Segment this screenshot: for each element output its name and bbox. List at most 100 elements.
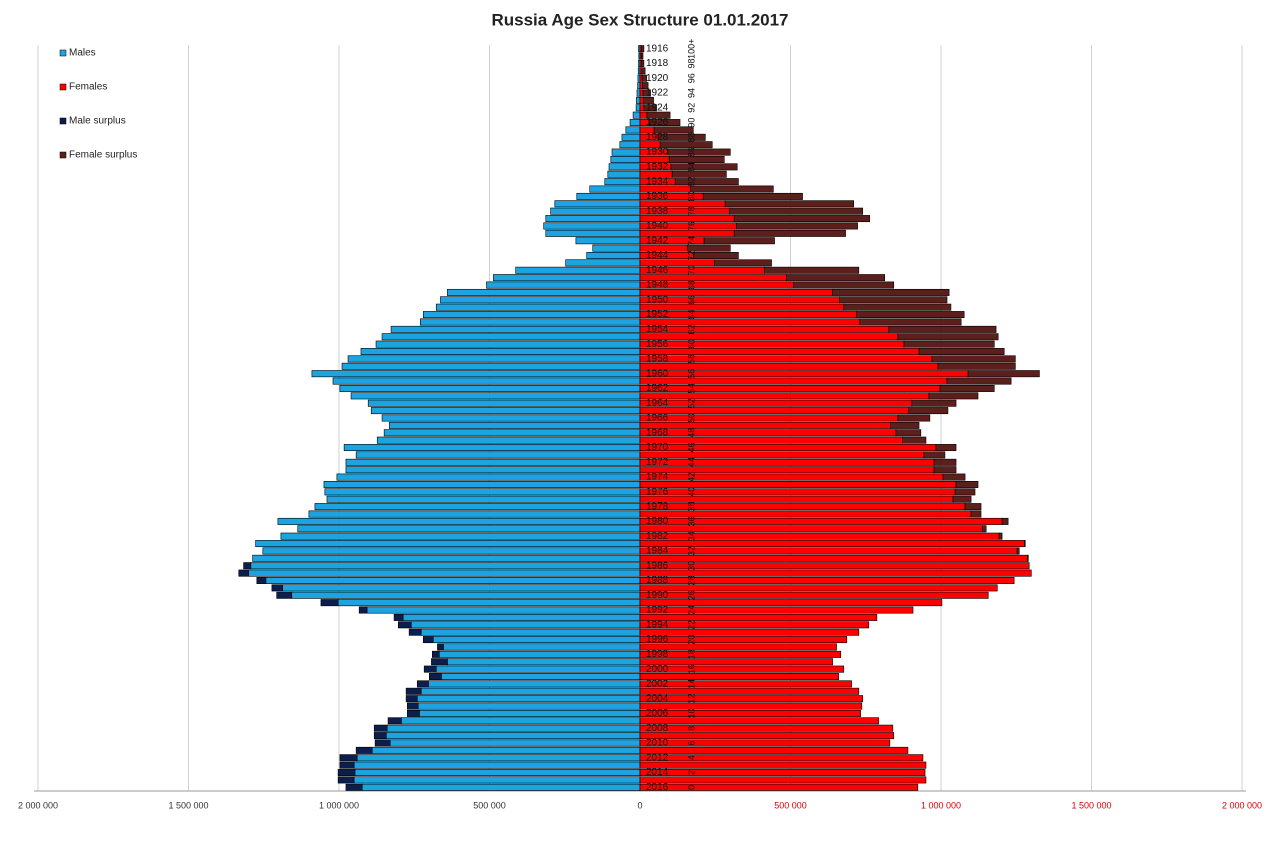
bar [939, 384, 995, 392]
bar [375, 340, 641, 348]
bar [271, 584, 284, 592]
bar [639, 540, 1025, 548]
bar [714, 259, 772, 267]
bar [262, 547, 641, 555]
bar [649, 119, 681, 127]
bar [639, 562, 1030, 570]
bar [248, 569, 641, 577]
y-tick-label: 1920 [646, 73, 669, 84]
bar [265, 577, 641, 584]
bar [686, 244, 731, 252]
bar [389, 739, 641, 747]
age-label: 76 [686, 221, 696, 231]
bar [345, 466, 641, 474]
bar [354, 769, 641, 777]
bar [733, 215, 870, 223]
bar [639, 333, 899, 341]
bar [376, 436, 641, 444]
bar [639, 709, 861, 717]
bar [324, 488, 641, 496]
legend-swatch [59, 117, 67, 125]
bar [608, 163, 641, 171]
bar [554, 200, 641, 208]
age-label: 92 [686, 103, 696, 113]
bar [639, 695, 864, 703]
y-tick-label: 1978 [646, 501, 669, 512]
bar [689, 185, 774, 193]
bar [339, 754, 358, 762]
bar [1001, 517, 1009, 525]
bar [337, 769, 356, 777]
bar [435, 303, 641, 311]
y-tick-label: 1938 [646, 206, 669, 217]
bar [933, 466, 957, 474]
age-label: 38 [686, 502, 696, 512]
bar [343, 444, 641, 452]
legend-label: Males [69, 48, 96, 59]
age-label: 84 [686, 162, 696, 172]
bar [967, 370, 1040, 378]
bar [435, 665, 641, 673]
age-label: 10 [686, 708, 696, 718]
bar [402, 613, 641, 621]
bar [565, 259, 641, 267]
age-label: 82 [686, 177, 696, 187]
age-label: 46 [686, 443, 696, 453]
bar [952, 495, 972, 503]
legend-swatch [59, 49, 67, 57]
x-tick-label: 1 000 000 [921, 800, 961, 810]
bar [639, 754, 924, 762]
bar [639, 658, 833, 666]
bar [639, 732, 895, 740]
age-label: 2 [686, 770, 696, 775]
y-tick-label: 1952 [646, 309, 669, 320]
age-label: 80 [686, 191, 696, 201]
age-label: 44 [686, 457, 696, 467]
bar [360, 348, 641, 356]
bar [371, 746, 641, 754]
bar [320, 599, 339, 607]
bar [639, 739, 891, 747]
chart-title: Russia Age Sex Structure 01.01.2017 [491, 10, 788, 29]
bar [431, 658, 448, 666]
bar [659, 141, 713, 149]
bar [637, 82, 641, 90]
bar [639, 466, 935, 474]
bar [639, 776, 927, 784]
bar [1027, 554, 1029, 562]
bar [1024, 540, 1026, 548]
age-label: 88 [686, 132, 696, 142]
bar [639, 340, 905, 348]
y-tick-label: 1980 [646, 516, 669, 527]
bar [639, 82, 643, 90]
y-tick-label: 1974 [646, 472, 669, 483]
bar [639, 569, 1032, 577]
age-label: 100+ [686, 39, 696, 59]
bar [639, 458, 935, 466]
bar [381, 414, 641, 422]
bar [350, 392, 641, 400]
bar [361, 783, 641, 791]
bar [332, 377, 641, 385]
bar [639, 414, 899, 422]
bar [928, 392, 979, 400]
age-label: 36 [686, 516, 696, 526]
x-tick-label: 1 500 000 [1071, 800, 1111, 810]
y-tick-label: 1924 [646, 102, 669, 113]
bar [383, 429, 641, 437]
bar [733, 229, 846, 237]
bar [635, 104, 641, 112]
bar [419, 318, 641, 326]
bar [589, 185, 641, 193]
age-label: 74 [686, 236, 696, 246]
y-tick-label: 2004 [646, 693, 669, 704]
age-label: 34 [686, 531, 696, 541]
y-tick-label: 1996 [646, 634, 669, 645]
bar [859, 318, 962, 326]
y-tick-label: 1994 [646, 619, 669, 630]
bar [918, 348, 1005, 356]
bar [255, 540, 641, 548]
bar [619, 141, 641, 149]
age-label: 32 [686, 546, 696, 556]
bar [998, 532, 1003, 540]
